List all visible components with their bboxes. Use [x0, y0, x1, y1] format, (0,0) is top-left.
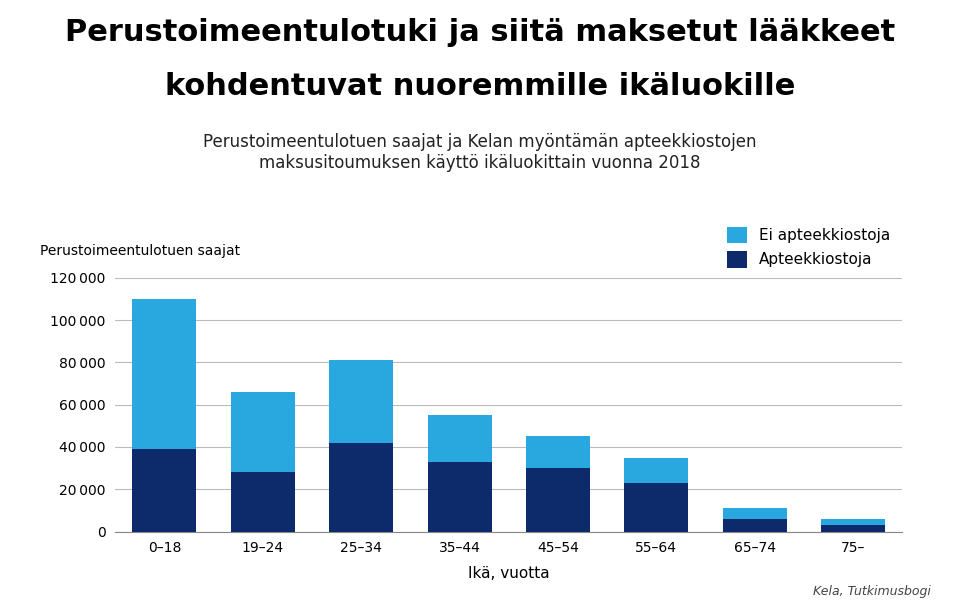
Bar [230, 472, 295, 532]
Bar [526, 468, 590, 532]
Bar [723, 509, 787, 519]
Text: Perustoimeentulotuen saajat: Perustoimeentulotuen saajat [40, 243, 241, 257]
Bar [624, 458, 688, 483]
Text: Perustoimeentulotuki ja siitä maksetut lääkkeet: Perustoimeentulotuki ja siitä maksetut l… [65, 18, 895, 47]
Text: kohdentuvat nuoremmille ikäluokille: kohdentuvat nuoremmille ikäluokille [165, 72, 795, 101]
Bar [427, 416, 492, 461]
Bar [230, 392, 295, 472]
Bar [821, 519, 885, 525]
Bar [132, 449, 197, 532]
Text: Perustoimeentulotuen saajat ja Kelan myöntämän apteekkiostojen
maksusitoumuksen : Perustoimeentulotuen saajat ja Kelan myö… [204, 133, 756, 172]
Text: Kela, Tutkimusbogi: Kela, Tutkimusbogi [813, 585, 931, 598]
Bar [624, 483, 688, 532]
Bar [329, 443, 394, 532]
X-axis label: Ikä, vuotta: Ikä, vuotta [468, 567, 550, 582]
Bar [132, 299, 197, 449]
Legend: Ei apteekkiostoja, Apteekkiostoja: Ei apteekkiostoja, Apteekkiostoja [722, 222, 895, 272]
Bar [526, 436, 590, 468]
Bar [427, 461, 492, 532]
Bar [329, 360, 394, 443]
Bar [723, 519, 787, 532]
Bar [821, 525, 885, 532]
